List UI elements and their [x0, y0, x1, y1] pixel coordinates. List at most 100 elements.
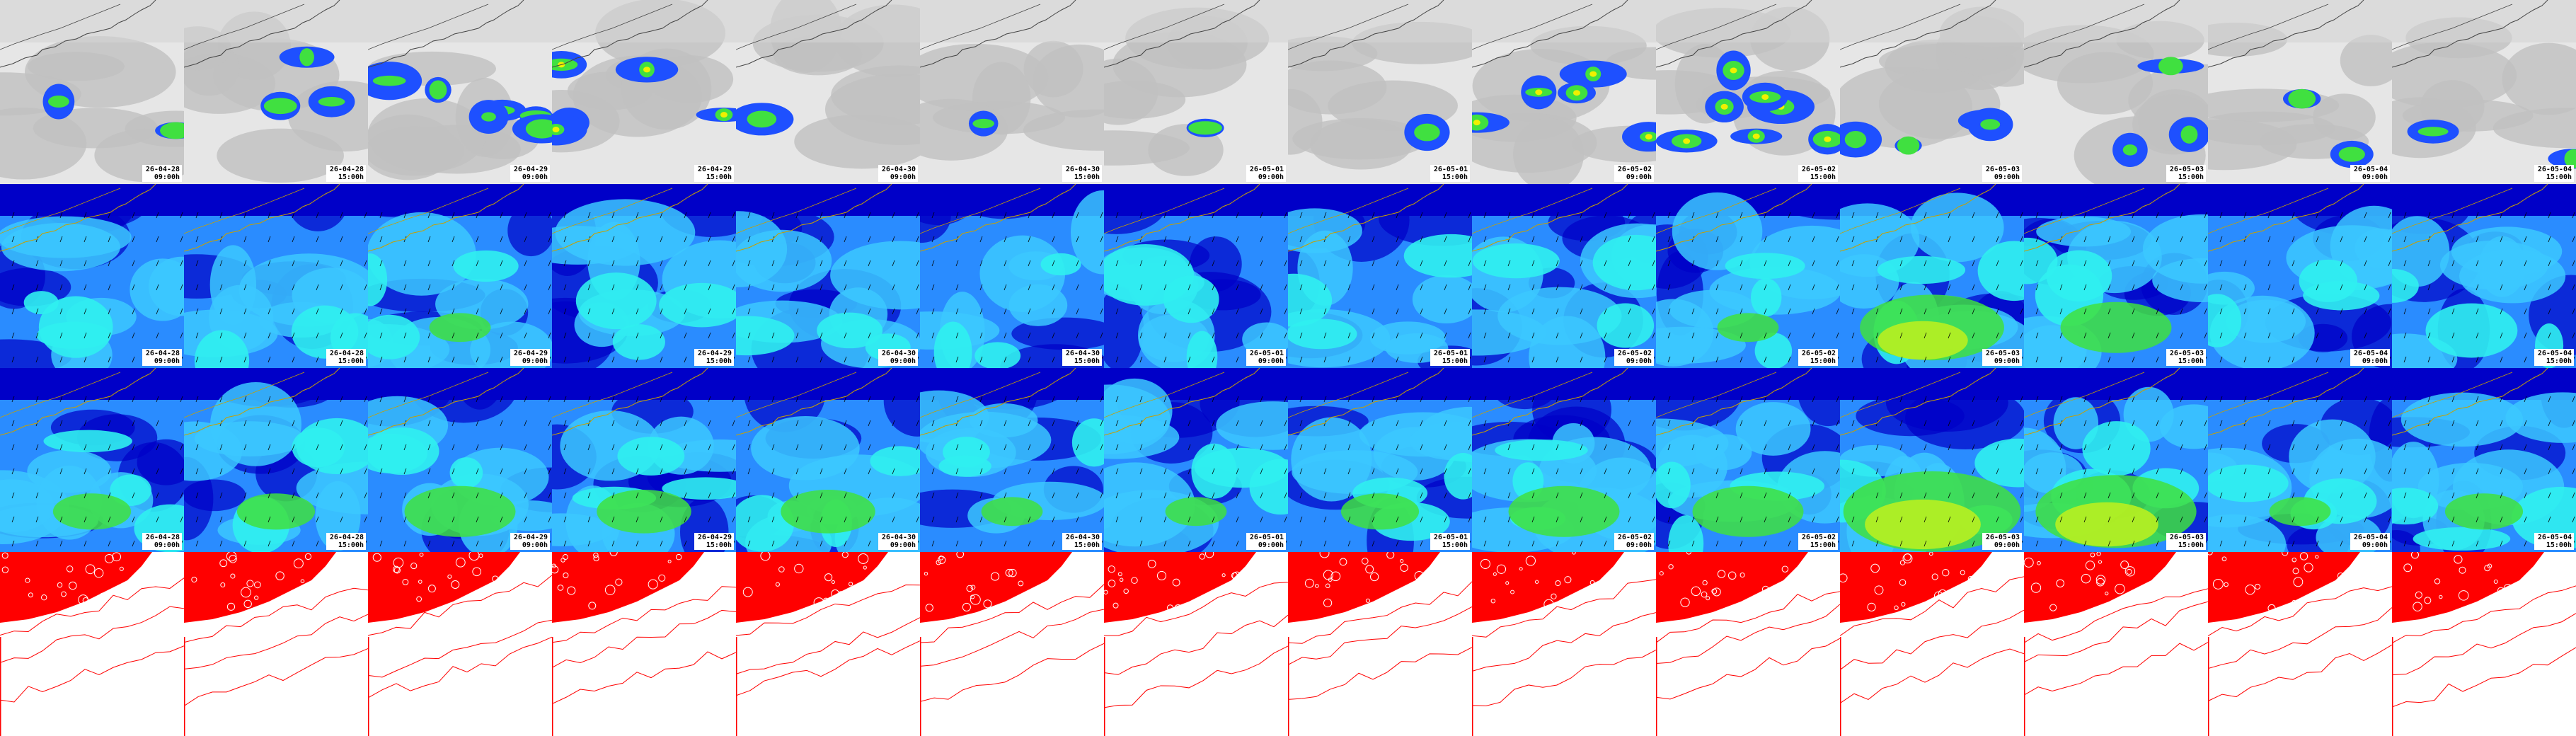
timestamp-time: 15:00h — [338, 357, 364, 365]
timestamp-label: 26-04-28 09:00h — [142, 165, 182, 182]
wind-speed-a-map-panel: 26-04-30 15:00h — [920, 184, 1104, 368]
timestamp-date: 26-04-29 — [697, 166, 732, 173]
timestamp-label: 26-05-04 15:00h — [2534, 349, 2574, 366]
wind-speed-b-map-image — [184, 368, 368, 552]
timestamp-date: 26-05-02 — [1617, 166, 1652, 173]
timestamp-label: 26-05-01 09:00h — [1246, 165, 1286, 182]
wind-speed-b-map-image — [920, 368, 1104, 552]
precipitation-map-image — [1656, 0, 1840, 184]
timestamp-date: 26-05-03 — [2169, 350, 2204, 357]
wind-speed-b-map-panel: 26-04-28 15:00h — [184, 368, 368, 552]
pressure-contours-map-image — [368, 552, 552, 736]
timestamp-label: 26-05-02 09:00h — [1614, 165, 1654, 182]
timestamp-date: 26-05-01 — [1249, 534, 1284, 541]
timestamp-time: 09:00h — [154, 541, 180, 549]
wind-speed-b-map-panel: 26-05-04 09:00h — [2208, 368, 2392, 552]
wind-speed-b-map-panel: 26-05-01 15:00h — [1288, 368, 1472, 552]
timestamp-date: 26-05-01 — [1433, 166, 1468, 173]
wind-speed-a-map-image — [368, 184, 552, 368]
pressure-contours-map-image — [2392, 552, 2576, 736]
timestamp-label: 26-05-01 09:00h — [1246, 533, 1286, 550]
timestamp-time: 09:00h — [1626, 541, 1652, 549]
precipitation-map-image — [920, 0, 1104, 184]
timestamp-label: 26-05-01 15:00h — [1430, 349, 1470, 366]
wind-speed-b-map-image — [0, 368, 184, 552]
timestamp-date: 26-04-28 — [145, 166, 180, 173]
timestamp-date: 26-05-04 — [2537, 534, 2572, 541]
pressure-contours-map-image — [1840, 552, 2024, 736]
timestamp-label: 26-04-30 09:00h — [878, 165, 918, 182]
wind-speed-b-map-image — [1840, 368, 2024, 552]
timestamp-label: 26-04-30 15:00h — [1062, 165, 1102, 182]
wind-speed-a-map-panel: 26-05-01 09:00h — [1104, 184, 1288, 368]
timestamp-time: 15:00h — [2546, 173, 2572, 181]
wind-speed-b-map-image — [1288, 368, 1472, 552]
precipitation-map-panel: 26-04-28 15:00h — [184, 0, 368, 184]
timestamp-date: 26-05-02 — [1801, 534, 1836, 541]
timestamp-time: 15:00h — [1442, 541, 1468, 549]
timestamp-time: 09:00h — [522, 173, 548, 181]
wind-speed-a-map-image — [736, 184, 920, 368]
pressure-contours-map-panel — [2208, 552, 2392, 736]
timestamp-label: 26-05-03 09:00h — [1982, 533, 2022, 550]
wind-speed-a-map-image — [2392, 184, 2576, 368]
timestamp-time: 09:00h — [1626, 357, 1652, 365]
timestamp-time: 09:00h — [1994, 541, 2020, 549]
timestamp-date: 26-05-04 — [2353, 166, 2388, 173]
timestamp-label: 26-05-04 09:00h — [2350, 349, 2390, 366]
timestamp-label: 26-04-28 09:00h — [142, 533, 182, 550]
timestamp-time: 09:00h — [1994, 357, 2020, 365]
timestamp-label: 26-04-28 15:00h — [326, 349, 366, 366]
wind-speed-a-map-panel: 26-05-02 15:00h — [1656, 184, 1840, 368]
pressure-contours-map-image — [184, 552, 368, 736]
timestamp-label: 26-04-30 09:00h — [878, 533, 918, 550]
timestamp-time: 09:00h — [2362, 357, 2388, 365]
precipitation-map-panel: 26-05-02 09:00h — [1472, 0, 1656, 184]
timestamp-label: 26-05-01 15:00h — [1430, 533, 1470, 550]
precipitation-map-panel: 26-05-04 15:00h — [2392, 0, 2576, 184]
precipitation-map-panel: 26-04-28 09:00h — [0, 0, 184, 184]
timestamp-time: 09:00h — [522, 357, 548, 365]
timestamp-time: 15:00h — [1074, 173, 1100, 181]
wind-speed-b-map-panel: 26-04-29 09:00h — [368, 368, 552, 552]
timestamp-date: 26-05-02 — [1801, 166, 1836, 173]
pressure-contours-map-image — [1656, 552, 1840, 736]
wind-speed-b-map-panel: 26-04-28 09:00h — [0, 368, 184, 552]
timestamp-label: 26-05-01 09:00h — [1246, 349, 1286, 366]
precipitation-map-image — [2392, 0, 2576, 184]
wind-speed-a-map-panel: 26-05-01 15:00h — [1288, 184, 1472, 368]
timestamp-label: 26-04-30 15:00h — [1062, 533, 1102, 550]
timestamp-date: 26-05-04 — [2537, 350, 2572, 357]
precipitation-map-panel: 26-05-03 09:00h — [1840, 0, 2024, 184]
pressure-contours-map-panel — [184, 552, 368, 736]
precipitation-map-image — [2208, 0, 2392, 184]
timestamp-time: 09:00h — [2362, 173, 2388, 181]
wind-speed-b-map-panel: 26-04-30 15:00h — [920, 368, 1104, 552]
wind-speed-b-map-image — [1472, 368, 1656, 552]
wind-speed-b-map-image — [368, 368, 552, 552]
timestamp-time: 09:00h — [1258, 541, 1284, 549]
timestamp-time: 09:00h — [154, 173, 180, 181]
pressure-contours-map-panel — [1288, 552, 1472, 736]
timestamp-time: 09:00h — [154, 357, 180, 365]
wind-speed-b-map-image — [2392, 368, 2576, 552]
timestamp-time: 15:00h — [2546, 357, 2572, 365]
timestamp-label: 26-04-29 09:00h — [510, 165, 550, 182]
wind-speed-b-map-panel: 26-05-02 09:00h — [1472, 368, 1656, 552]
wind-speed-a-map-panel: 26-05-04 15:00h — [2392, 184, 2576, 368]
timestamp-label: 26-05-02 15:00h — [1798, 165, 1838, 182]
timestamp-time: 15:00h — [1074, 541, 1100, 549]
timestamp-date: 26-05-01 — [1433, 534, 1468, 541]
precipitation-map-image — [1288, 0, 1472, 184]
timestamp-time: 15:00h — [706, 541, 732, 549]
pressure-contours-map-panel — [2024, 552, 2208, 736]
timestamp-label: 26-04-30 15:00h — [1062, 349, 1102, 366]
pressure-contours-map-image — [736, 552, 920, 736]
timestamp-label: 26-05-04 15:00h — [2534, 165, 2574, 182]
wind-speed-a-map-image — [1104, 184, 1288, 368]
pressure-contours-map-panel — [1656, 552, 1840, 736]
timestamp-label: 26-04-30 09:00h — [878, 349, 918, 366]
timestamp-date: 26-04-30 — [1065, 166, 1100, 173]
timestamp-date: 26-05-03 — [1985, 534, 2020, 541]
wind-speed-a-map-panel: 26-04-29 15:00h — [552, 184, 736, 368]
